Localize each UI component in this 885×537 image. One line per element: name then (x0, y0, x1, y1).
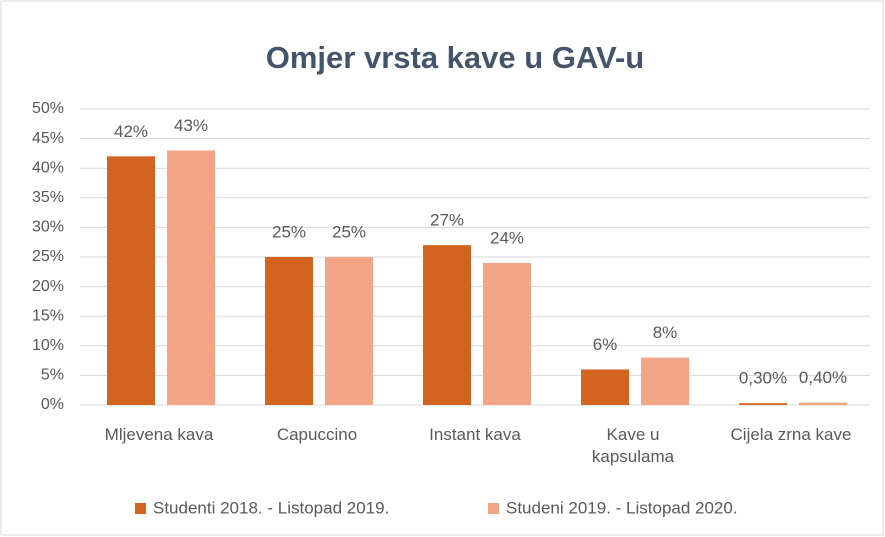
legend-swatch (488, 503, 499, 514)
x-tick-label: Cijela zrna kave (730, 425, 852, 444)
y-tick-label: 5% (41, 367, 64, 384)
y-tick-label: 0% (41, 396, 64, 413)
x-tick-label: Kave u kapsulama (591, 425, 675, 466)
y-tick-label: 30% (32, 219, 64, 236)
bar (799, 402, 847, 405)
legend-swatch (135, 503, 146, 514)
x-tick-label: Instant kava (429, 425, 521, 444)
y-tick-label: 45% (32, 130, 64, 147)
data-label: 0,30% (739, 369, 787, 388)
y-tick-label: 35% (32, 189, 64, 206)
legend-label: Studeni 2019. - Listopad 2020. (506, 498, 738, 517)
bar (167, 150, 215, 405)
data-label: 8% (653, 323, 678, 342)
legend-label: Studenti 2018. - Listopad 2019. (153, 498, 389, 517)
bar (423, 245, 471, 405)
data-label: 27% (430, 211, 464, 230)
bar (265, 257, 313, 405)
chart-title: Omjer vrsta kave u GAV-u (266, 40, 644, 75)
bar (641, 357, 689, 405)
bar (107, 156, 155, 405)
bar (325, 257, 373, 405)
y-tick-label: 40% (32, 159, 64, 176)
bar (739, 403, 787, 405)
x-tick-label: Capuccino (276, 425, 358, 444)
data-label: 0,40% (799, 368, 847, 387)
x-tick-label: Mljevena kava (104, 425, 214, 444)
y-tick-label: 25% (32, 248, 64, 265)
y-tick-label: 20% (32, 278, 64, 295)
data-label: 25% (272, 222, 306, 241)
data-label: 24% (490, 228, 524, 247)
data-label: 6% (593, 335, 618, 354)
y-tick-label: 15% (32, 307, 64, 324)
y-tick-label: 10% (32, 337, 64, 354)
data-label: 25% (332, 222, 366, 241)
bar (581, 369, 629, 405)
data-label: 43% (174, 116, 208, 135)
y-tick-label: 50% (32, 100, 64, 117)
data-label: 42% (114, 122, 148, 141)
bar (483, 262, 531, 405)
